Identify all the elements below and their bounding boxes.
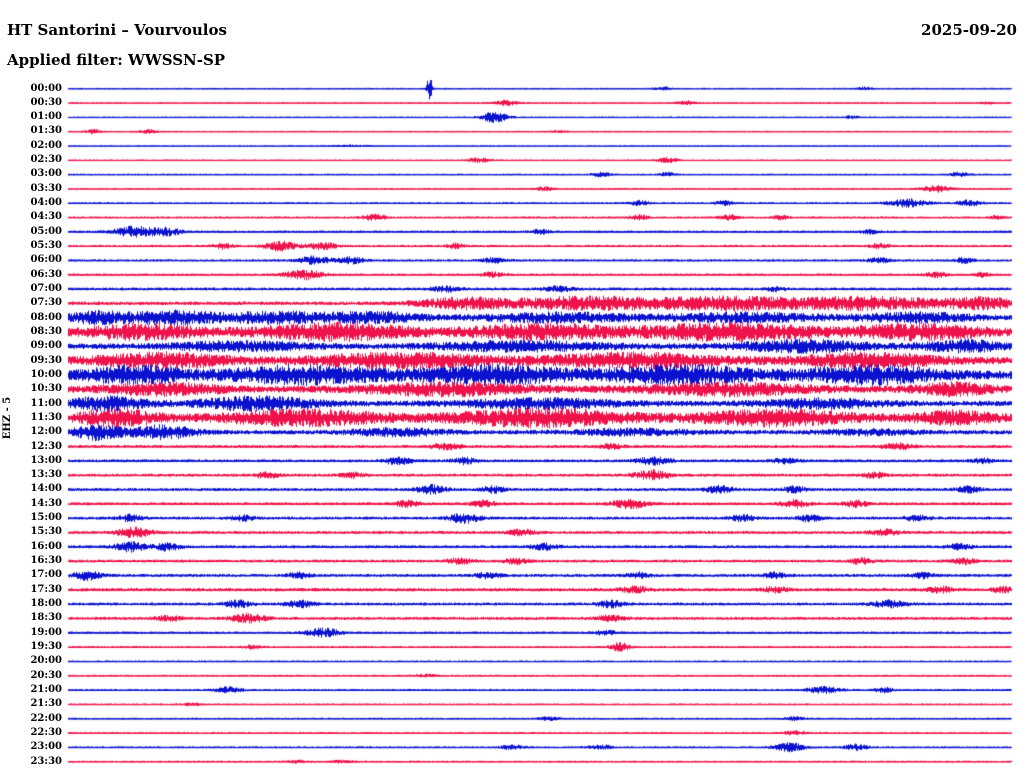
- time-label: 00:30: [30, 96, 62, 108]
- time-label: 09:30: [30, 354, 62, 366]
- time-label: 08:00: [30, 311, 62, 323]
- time-label: 09:00: [30, 340, 62, 352]
- time-label: 05:30: [30, 240, 62, 252]
- time-label: 04:00: [30, 197, 62, 209]
- time-label: 06:00: [30, 254, 62, 266]
- time-label: 02:00: [30, 139, 62, 151]
- time-label: 03:30: [30, 182, 62, 194]
- time-label: 01:30: [30, 125, 62, 137]
- time-label: 06:30: [30, 268, 62, 280]
- time-label: 19:30: [30, 640, 62, 652]
- time-label: 17:00: [30, 569, 62, 581]
- time-label: 04:30: [30, 211, 62, 223]
- time-label: 20:00: [30, 655, 62, 667]
- time-label: 20:30: [30, 669, 62, 681]
- time-label: 14:30: [30, 497, 62, 509]
- time-label: 00:00: [30, 82, 62, 94]
- time-label: 07:00: [30, 282, 62, 294]
- time-label: 23:30: [30, 755, 62, 767]
- time-label: 19:00: [30, 626, 62, 638]
- time-label: 02:30: [30, 154, 62, 166]
- time-label: 18:30: [30, 612, 62, 624]
- channel-axis-label: EHZ - 5: [2, 396, 13, 440]
- time-axis: 00:00 00:30 01:00 01:30 02:00 02:30 03:00 03:30…: [0, 0, 64, 780]
- time-label: 13:00: [30, 454, 62, 466]
- time-label: 07:30: [30, 297, 62, 309]
- time-label: 01:00: [30, 111, 62, 123]
- time-label: 12:30: [30, 440, 62, 452]
- time-label: 16:00: [30, 540, 62, 552]
- time-label: 15:30: [30, 526, 62, 538]
- time-label: 21:00: [30, 683, 62, 695]
- time-label: 12:00: [30, 426, 62, 438]
- time-label: 17:30: [30, 583, 62, 595]
- time-label: 11:30: [30, 411, 62, 423]
- time-label: 22:30: [30, 726, 62, 738]
- time-label: 05:00: [30, 225, 62, 237]
- time-label: 11:00: [30, 397, 62, 409]
- time-label: 15:00: [30, 512, 62, 524]
- time-label: 23:00: [30, 741, 62, 753]
- time-label: 22:00: [30, 712, 62, 724]
- time-label: 16:30: [30, 555, 62, 567]
- time-label: 10:30: [30, 383, 62, 395]
- time-label: 18:00: [30, 598, 62, 610]
- time-label: 10:00: [30, 368, 62, 380]
- time-label: 13:30: [30, 469, 62, 481]
- time-label: 03:00: [30, 168, 62, 180]
- time-label: 14:00: [30, 483, 62, 495]
- time-label: 08:30: [30, 325, 62, 337]
- time-label: 21:30: [30, 698, 62, 710]
